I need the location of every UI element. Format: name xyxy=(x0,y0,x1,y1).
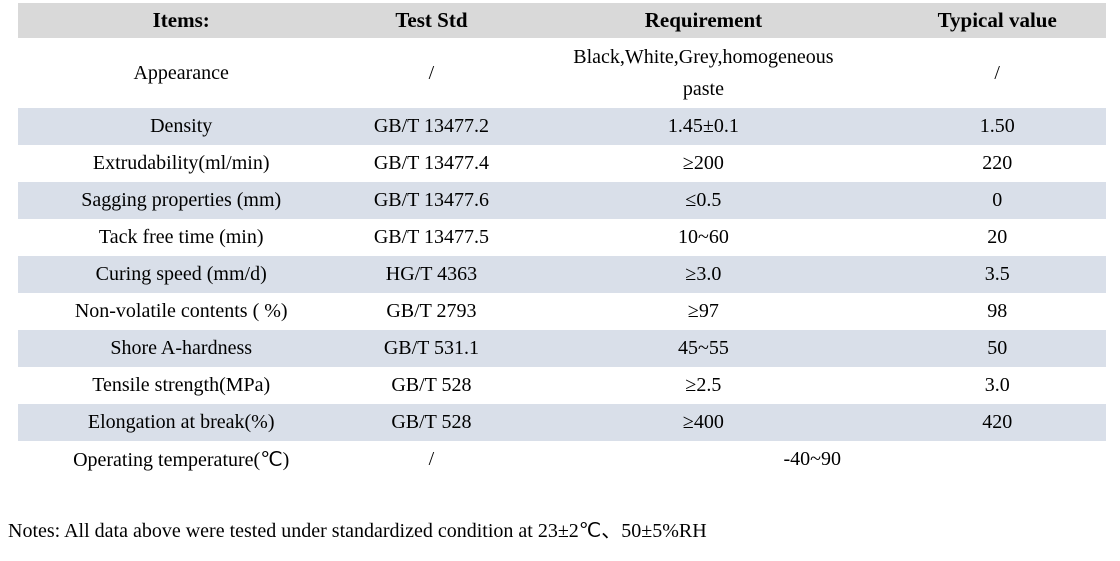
cell-test-std: GB/T 528 xyxy=(391,374,472,396)
col-header-requirement: Requirement xyxy=(518,3,889,38)
table-row: Curing speed (mm/d) HG/T 4363 ≥3.0 3.5 xyxy=(18,256,1106,293)
notes-text: Notes: All data above were tested under … xyxy=(8,520,707,542)
cell-test-std: GB/T 13477.4 xyxy=(373,152,490,174)
table-header-row: Items: Test Std Requirement Typical valu… xyxy=(18,3,1106,38)
table-row: Non-volatile contents ( %) GB/T 2793 ≥97… xyxy=(18,293,1106,330)
cell-typical-value: 1.50 xyxy=(888,108,1106,145)
cell-requirement: ≥97 xyxy=(687,300,719,322)
table-row: Operating temperature(℃) / -40~90 xyxy=(18,441,1106,478)
cell-test-std: / xyxy=(428,448,435,470)
table-row: Extrudability(ml/min) GB/T 13477.4 ≥200 … xyxy=(18,145,1106,182)
table-row: Sagging properties (mm) GB/T 13477.6 ≤0.… xyxy=(18,182,1106,219)
cell-requirement: ≥2.5 xyxy=(685,374,722,396)
cell-typical-value: 50 xyxy=(888,330,1106,367)
cell-typical-value: 3.5 xyxy=(888,256,1106,293)
cell-item: Tensile strength(MPa) xyxy=(92,374,271,396)
cell-typical-value: 98 xyxy=(987,300,1008,322)
cell-requirement: 1.45±0.1 xyxy=(518,108,889,145)
table-row: Tensile strength(MPa) GB/T 528 ≥2.5 3.0 xyxy=(18,367,1106,404)
cell-typical-value: 3.0 xyxy=(984,374,1010,396)
cell-requirement: ≤0.5 xyxy=(518,182,889,219)
cell-typical-value: 20 xyxy=(987,226,1008,248)
cell-item: Extrudability(ml/min) xyxy=(92,152,270,174)
cell-test-std: / xyxy=(428,61,435,84)
cell-test-std: GB/T 13477.6 xyxy=(344,182,519,219)
table-row: Tack free time (min) GB/T 13477.5 10~60 … xyxy=(18,219,1106,256)
cell-item: Appearance xyxy=(133,61,229,84)
col-header-items: Items: xyxy=(18,3,345,38)
table-row: Density GB/T 13477.2 1.45±0.1 1.50 xyxy=(18,108,1106,145)
cell-item: Sagging properties (mm) xyxy=(18,182,345,219)
cell-test-std: GB/T 13477.5 xyxy=(373,226,490,248)
cell-test-std: GB/T 2793 xyxy=(386,300,477,322)
cell-item: Tack free time (min) xyxy=(98,226,264,248)
cell-requirement: Black,White,Grey,homogeneous paste xyxy=(573,46,834,100)
cell-requirement: ≥200 xyxy=(682,152,724,174)
cell-item: Shore A-hardness xyxy=(18,330,345,367)
cell-test-std: GB/T 13477.2 xyxy=(344,108,519,145)
spec-table: Items: Test Std Requirement Typical valu… xyxy=(18,3,1106,478)
cell-item: Density xyxy=(18,108,345,145)
cell-test-std: GB/T 528 xyxy=(344,404,519,441)
cell-test-std: GB/T 531.1 xyxy=(344,330,519,367)
cell-test-std: HG/T 4363 xyxy=(344,256,519,293)
cell-typical-value: / xyxy=(994,61,1000,84)
cell-typical-value: 0 xyxy=(888,182,1106,219)
col-header-test-std: Test Std xyxy=(344,3,519,38)
cell-item: Non-volatile contents ( %) xyxy=(74,300,288,322)
table-row: Shore A-hardness GB/T 531.1 45~55 50 xyxy=(18,330,1106,367)
cell-item: Elongation at break(%) xyxy=(18,404,345,441)
cell-requirement: 45~55 xyxy=(518,330,889,367)
cell-item: Curing speed (mm/d) xyxy=(18,256,345,293)
table-row: Elongation at break(%) GB/T 528 ≥400 420 xyxy=(18,404,1106,441)
cell-item: Operating temperature(℃) xyxy=(73,449,290,471)
cell-requirement-merged: -40~90 xyxy=(783,448,841,470)
cell-requirement: 10~60 xyxy=(678,226,729,248)
cell-requirement: ≥400 xyxy=(518,404,889,441)
col-header-typical-value: Typical value xyxy=(888,3,1106,38)
cell-requirement: ≥3.0 xyxy=(518,256,889,293)
cell-typical-value: 220 xyxy=(982,152,1013,174)
cell-typical-value: 420 xyxy=(888,404,1106,441)
table-row: Appearance / Black,White,Grey,homogeneou… xyxy=(18,38,1106,108)
